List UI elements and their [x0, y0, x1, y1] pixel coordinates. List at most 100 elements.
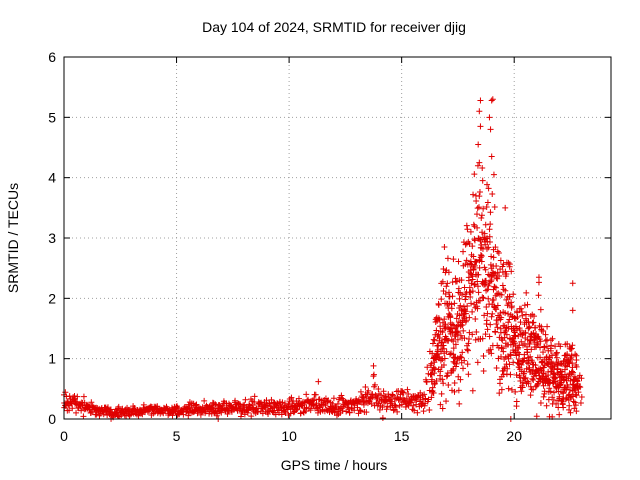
data-point	[443, 348, 450, 355]
data-point	[508, 303, 515, 310]
data-point	[474, 305, 481, 312]
data-point	[517, 319, 524, 326]
data-point	[313, 400, 320, 407]
data-point	[357, 388, 364, 395]
data-point	[448, 305, 455, 312]
data-point	[452, 363, 459, 370]
data-point	[487, 346, 494, 353]
data-point	[457, 376, 464, 383]
data-point	[462, 293, 469, 300]
data-point	[493, 306, 500, 313]
data-point	[80, 413, 87, 420]
data-point	[443, 283, 450, 290]
data-point	[482, 266, 489, 273]
data-point	[527, 392, 534, 399]
data-point	[548, 342, 555, 349]
data-point	[518, 388, 525, 395]
data-point	[498, 335, 505, 342]
data-point	[295, 395, 302, 402]
data-point	[479, 177, 486, 184]
data-point	[485, 282, 492, 289]
data-point	[370, 362, 377, 369]
data-point	[451, 300, 458, 307]
data-point	[544, 323, 551, 330]
data-point	[293, 406, 300, 413]
data-point	[453, 360, 460, 367]
data-point	[518, 361, 525, 368]
data-point	[462, 296, 469, 303]
data-point	[212, 401, 219, 408]
data-point	[484, 326, 491, 333]
data-point	[568, 345, 575, 352]
data-point	[490, 296, 497, 303]
data-point	[424, 364, 431, 371]
data-point	[455, 387, 462, 394]
data-point	[489, 190, 496, 197]
data-point	[505, 319, 512, 326]
x-tick-label: 0	[60, 428, 68, 444]
data-point	[557, 343, 564, 350]
data-point	[569, 360, 576, 367]
data-point	[492, 244, 499, 251]
data-point	[439, 339, 446, 346]
data-point	[502, 310, 509, 317]
data-point	[484, 286, 491, 293]
data-point	[578, 393, 585, 400]
data-point	[547, 388, 554, 395]
data-point	[244, 409, 251, 416]
data-point	[450, 345, 457, 352]
data-point	[445, 381, 452, 388]
data-point	[469, 243, 476, 250]
data-point	[562, 396, 569, 403]
data-point	[312, 391, 319, 398]
data-point	[460, 327, 467, 334]
data-point	[573, 363, 580, 370]
data-point	[471, 237, 478, 244]
data-point	[197, 411, 204, 418]
data-point	[72, 398, 79, 405]
data-point	[514, 313, 521, 320]
data-point	[550, 379, 557, 386]
data-point	[448, 301, 455, 308]
data-point	[486, 239, 493, 246]
data-point	[472, 316, 479, 323]
data-point	[478, 252, 485, 259]
data-point	[408, 399, 415, 406]
data-point	[482, 277, 489, 284]
data-point	[302, 408, 309, 415]
data-point	[440, 265, 447, 272]
data-point	[454, 336, 461, 343]
data-point	[476, 108, 483, 115]
data-point	[303, 404, 310, 411]
data-point	[471, 281, 478, 288]
data-point	[307, 407, 314, 414]
data-point	[532, 362, 539, 369]
data-point	[441, 244, 448, 251]
data-point	[470, 253, 477, 260]
data-point	[469, 276, 476, 283]
data-point	[458, 354, 465, 361]
data-point	[441, 355, 448, 362]
data-point	[357, 407, 364, 414]
data-point	[476, 189, 483, 196]
data-point	[433, 327, 440, 334]
data-point	[449, 293, 456, 300]
data-point	[543, 402, 550, 409]
data-point	[506, 316, 513, 323]
data-point	[508, 299, 515, 306]
data-point	[541, 388, 548, 395]
data-point	[486, 114, 493, 121]
data-point	[545, 396, 552, 403]
data-point	[450, 256, 457, 263]
data-point	[506, 293, 513, 300]
data-point	[494, 324, 501, 331]
data-point	[460, 311, 467, 318]
data-point	[521, 375, 528, 382]
data-point	[411, 407, 418, 414]
data-point	[577, 384, 584, 391]
data-point	[532, 324, 539, 331]
data-point	[522, 374, 529, 381]
data-point	[180, 411, 187, 418]
data-point	[379, 404, 386, 411]
data-point	[330, 395, 337, 402]
